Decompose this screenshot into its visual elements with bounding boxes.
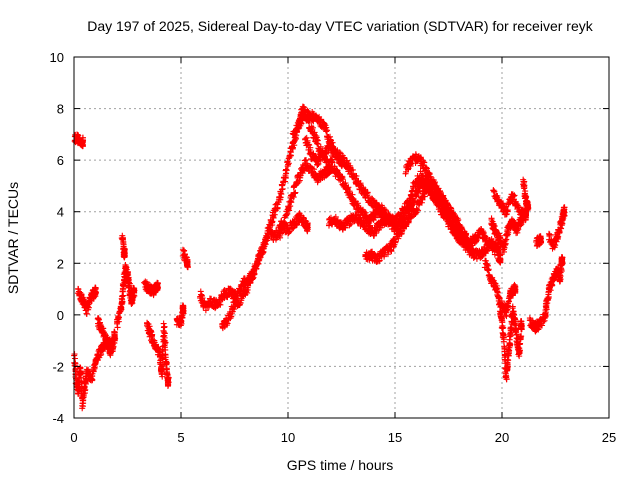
- data-point: [260, 245, 267, 252]
- data-point: [184, 264, 191, 271]
- data-point: [83, 310, 90, 317]
- data-point: [180, 308, 187, 315]
- data-point: [162, 360, 169, 367]
- data-point: [95, 316, 102, 323]
- data-point: [146, 323, 153, 330]
- data-point: [264, 234, 271, 241]
- data-point: [224, 320, 231, 327]
- data-point: [247, 279, 254, 286]
- data-point: [249, 275, 256, 282]
- data-point: [85, 303, 92, 310]
- data-point: [283, 167, 290, 174]
- data-point: [262, 238, 269, 245]
- data-point: [161, 323, 168, 330]
- data-point: [111, 331, 118, 338]
- data-point: [202, 307, 209, 314]
- data-point: [119, 288, 126, 295]
- data-point: [158, 368, 165, 375]
- data-point: [164, 376, 171, 383]
- data-point: [92, 288, 99, 295]
- data-point: [126, 282, 133, 289]
- data-point: [79, 400, 86, 407]
- data-point: [82, 386, 89, 393]
- data-point: [314, 141, 321, 148]
- data-point: [163, 359, 170, 366]
- data-point: [265, 231, 272, 238]
- data-point: [162, 339, 169, 346]
- data-point: [266, 226, 273, 233]
- data-point: [79, 134, 86, 141]
- data-point: [121, 250, 128, 257]
- grid-lines: [74, 57, 609, 418]
- data-point: [484, 267, 491, 274]
- data-point: [85, 304, 92, 311]
- data-point: [279, 185, 286, 192]
- data-point: [304, 220, 311, 227]
- data-point: [120, 251, 127, 258]
- data-point: [79, 142, 86, 149]
- data-point: [128, 300, 135, 307]
- data-point: [277, 190, 284, 197]
- data-point: [131, 285, 138, 292]
- data-point: [91, 291, 98, 298]
- data-point: [283, 170, 290, 177]
- data-point: [97, 352, 104, 359]
- data-point: [233, 296, 240, 303]
- data-point: [77, 364, 84, 371]
- chart-title: Day 197 of 2025, Sidereal Day-to-day VTE…: [87, 18, 593, 34]
- data-point: [250, 274, 257, 281]
- data-point: [278, 191, 285, 198]
- data-point: [282, 178, 289, 185]
- data-point: [99, 327, 106, 334]
- data-point: [302, 156, 309, 163]
- data-point: [270, 214, 277, 221]
- data-point: [154, 280, 161, 287]
- data-point: [80, 397, 87, 404]
- data-point: [251, 270, 258, 277]
- data-point: [237, 299, 244, 306]
- data-point: [317, 143, 324, 150]
- data-marks: [71, 103, 568, 412]
- data-point: [107, 347, 114, 354]
- data-point: [257, 254, 264, 261]
- data-point: [114, 324, 121, 331]
- data-point: [287, 149, 294, 156]
- data-point: [149, 332, 156, 339]
- data-point: [300, 215, 307, 222]
- data-point: [102, 332, 109, 339]
- data-point: [154, 283, 161, 290]
- data-point: [179, 246, 186, 253]
- data-point: [120, 283, 127, 290]
- data-point: [179, 303, 186, 310]
- data-point: [150, 292, 157, 299]
- data-point: [159, 362, 166, 369]
- data-point: [228, 313, 235, 320]
- data-point: [309, 124, 316, 131]
- data-point: [263, 234, 270, 241]
- data-point: [217, 301, 224, 308]
- data-point: [255, 260, 262, 267]
- data-point: [180, 248, 187, 255]
- data-point: [269, 219, 276, 226]
- data-point: [184, 258, 191, 265]
